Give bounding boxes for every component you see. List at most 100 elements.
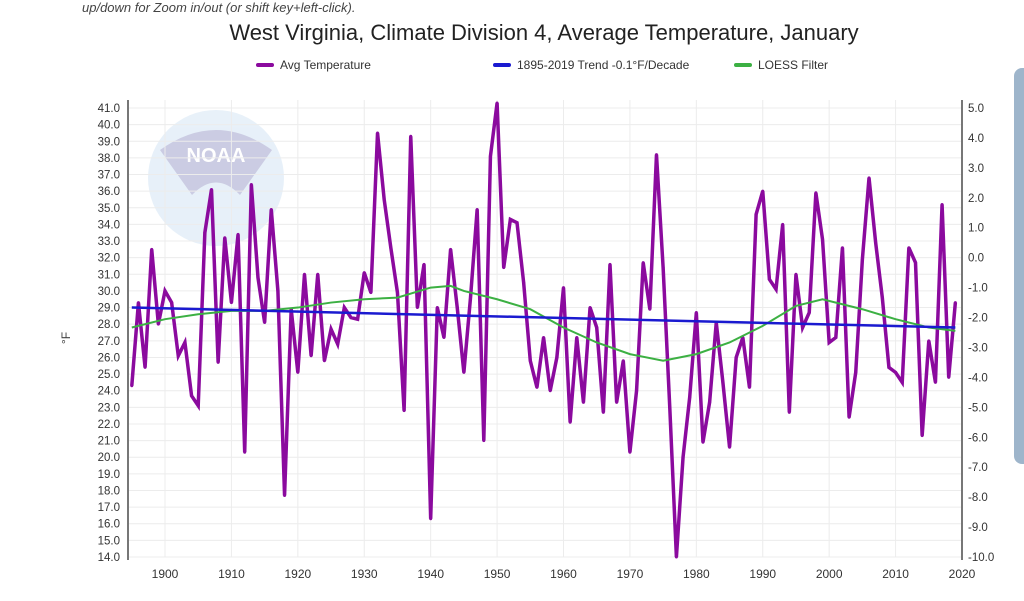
data-point-avg-temperature [754,212,758,216]
y-tick-label: 36.0 [98,186,120,198]
y-tick-label: 37.0 [98,170,120,182]
legend-avg-temperature[interactable]: Avg Temperature [256,58,371,72]
data-point-avg-temperature [203,231,207,235]
data-point-avg-temperature [143,365,147,369]
y-tick-label: 33.0 [98,236,120,248]
data-point-avg-temperature [170,301,174,305]
data-point-avg-temperature [834,335,838,339]
data-point-avg-temperature [635,389,639,393]
data-point-avg-temperature [588,306,592,310]
data-point-avg-temperature [774,287,778,291]
data-point-avg-temperature [581,400,585,404]
x-tick-label: 1960 [550,567,577,581]
y2-tick-label: -8.0 [968,492,988,504]
data-point-avg-temperature [641,261,645,265]
y2-tick-label: -9.0 [968,522,988,534]
data-point-avg-temperature [362,271,366,275]
y2-tick-label: 4.0 [968,133,984,145]
data-point-avg-temperature [462,370,466,374]
legend-loess[interactable]: LOESS Filter [734,58,828,72]
y-tick-label: 24.0 [98,386,120,398]
data-point-avg-temperature [415,306,419,310]
y-tick-label: 28.0 [98,319,120,331]
data-point-avg-temperature [369,291,373,295]
data-point-avg-temperature [216,360,220,364]
noaa-logo-watermark: NOAA [148,110,284,246]
data-point-avg-temperature [309,354,313,358]
y-tick-label: 20.0 [98,452,120,464]
data-point-avg-temperature [150,247,154,251]
data-point-avg-temperature [329,327,333,331]
data-point-avg-temperature [555,355,559,359]
y-tick-label: 29.0 [98,303,120,315]
y2-tick-label: 5.0 [968,103,984,115]
data-point-avg-temperature [747,385,751,389]
legend-swatch-blue [493,63,511,67]
data-point-avg-temperature [435,306,439,310]
side-panel-tab[interactable] [1014,68,1024,464]
legend-trend[interactable]: 1895-2019 Trend -0.1°F/Decade [493,58,689,72]
data-point-avg-temperature [276,289,280,293]
data-point-avg-temperature [136,301,140,305]
data-point-avg-temperature [542,335,546,339]
y-tick-label: 23.0 [98,402,120,414]
y2-tick-label: -5.0 [968,402,988,414]
data-point-avg-temperature [787,410,791,414]
data-point-avg-temperature [535,385,539,389]
y-tick-label: 35.0 [98,203,120,215]
data-point-avg-temperature [502,266,506,270]
data-point-avg-temperature [847,415,851,419]
data-point-avg-temperature [316,272,320,276]
data-point-avg-temperature [681,455,685,459]
data-point-avg-temperature [601,410,605,414]
data-point-avg-temperature [482,439,486,443]
y2-tick-label: -10.0 [968,552,994,564]
data-point-avg-temperature [442,335,446,339]
data-point-avg-temperature [190,394,194,398]
y-tick-label: 32.0 [98,253,120,265]
data-point-avg-temperature [874,241,878,245]
data-point-avg-temperature [508,217,512,221]
data-point-avg-temperature [734,355,738,359]
data-point-avg-temperature [801,326,805,330]
data-point-avg-temperature [761,189,765,193]
y-tick-label: 15.0 [98,535,120,547]
data-point-avg-temperature [176,354,180,358]
data-point-avg-temperature [827,340,831,344]
data-point-avg-temperature [927,339,931,343]
legend-swatch-purple [256,63,274,67]
y-tick-label: 40.0 [98,120,120,132]
x-tick-label: 2020 [949,567,976,581]
data-point-avg-temperature [807,311,811,315]
y-tick-label: 34.0 [98,219,120,231]
data-point-avg-temperature [389,246,393,250]
y-tick-label: 39.0 [98,136,120,148]
data-point-avg-temperature [196,404,200,408]
data-point-avg-temperature [449,247,453,251]
x-tick-label: 1900 [152,567,179,581]
data-point-avg-temperature [382,197,386,201]
y-tick-label: 17.0 [98,502,120,514]
data-point-avg-temperature [402,409,406,413]
data-point-avg-temperature [349,316,353,320]
series-loess-filter-line [131,284,956,362]
data-point-avg-temperature [515,221,519,225]
data-point-avg-temperature [302,272,306,276]
data-point-avg-temperature [914,261,918,265]
y2-tick-label: 3.0 [968,163,984,175]
data-point-avg-temperature [296,370,300,374]
data-point-avg-temperature [209,187,213,191]
data-point-avg-temperature [243,450,247,454]
y2-tick-label: -1.0 [968,283,988,295]
x-tick-label: 1950 [484,567,511,581]
data-point-avg-temperature [654,153,658,157]
data-point-avg-temperature [840,246,844,250]
data-point-avg-temperature [867,176,871,180]
x-tick-label: 1920 [284,567,311,581]
y-tick-label: 27.0 [98,336,120,348]
data-point-avg-temperature [694,311,698,315]
data-point-avg-temperature [156,322,160,326]
y-tick-label: 14.0 [98,552,120,564]
y-tick-label: 19.0 [98,469,120,481]
